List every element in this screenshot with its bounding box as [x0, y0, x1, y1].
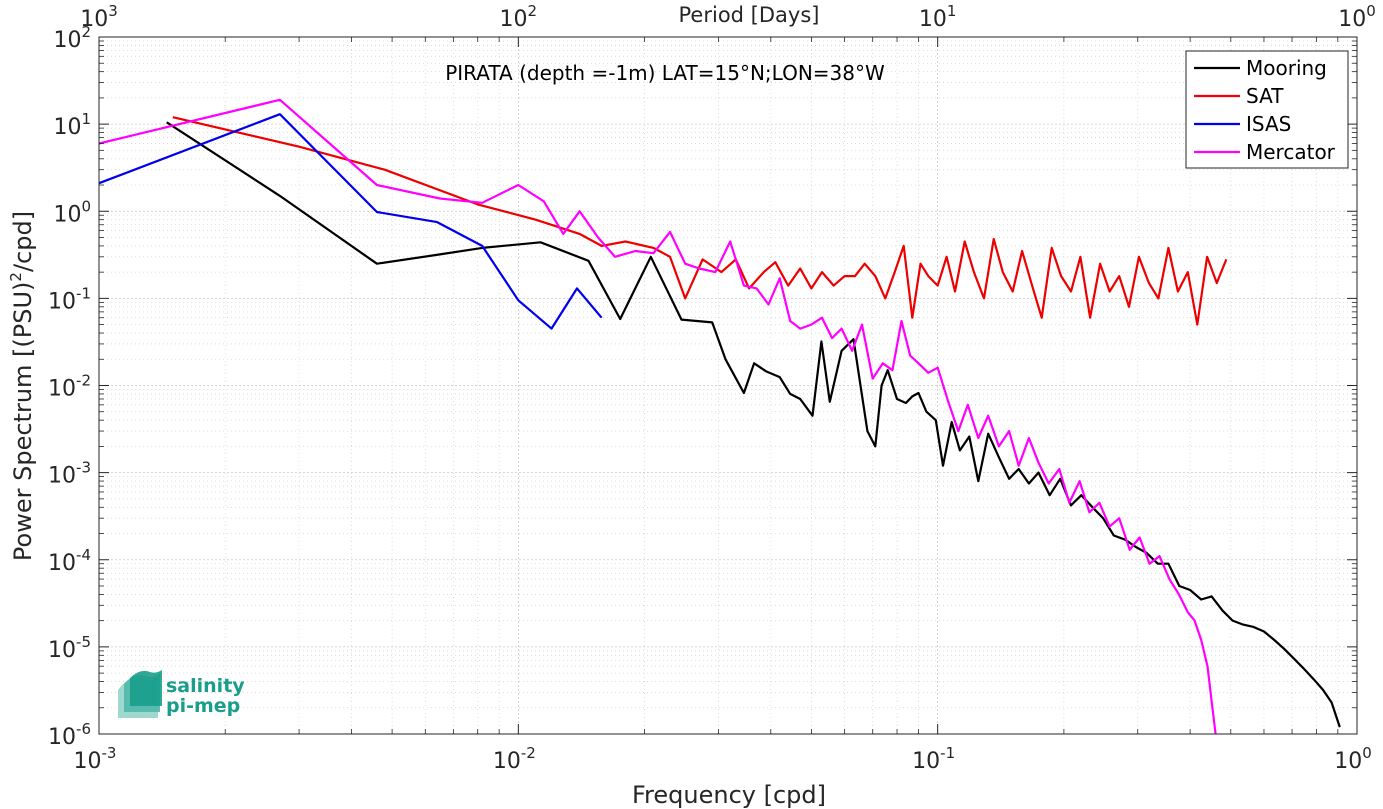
logo-text-line2: pi-mep: [166, 695, 240, 717]
legend-label-mooring: Mooring: [1246, 56, 1327, 80]
x-tick-label: 100: [1334, 744, 1372, 774]
y-axis-label: Power Spectrum [(PSU)2/cpd]: [7, 211, 37, 561]
series-line-mercator: [98, 98, 1217, 735]
y-tick-label: 102: [53, 23, 91, 53]
top-tick-label: 101: [919, 2, 957, 32]
ticks-layer: [98, 36, 1358, 735]
y-tick-label: 10-2: [48, 372, 91, 402]
labels-layer: 10-3 10-2 10-1 100 10-6 10-5 10-4 10-3 10-2 10-1 1…: [48, 2, 1376, 774]
y-tick-label: 10-6: [48, 720, 91, 750]
legend: Mooring SAT ISAS Mercator: [1185, 50, 1349, 169]
salinity-pi-mep-logo: salinity pi-mep: [118, 670, 245, 718]
legend-label-isas: ISAS: [1246, 112, 1291, 136]
series-line-isas: [98, 113, 603, 330]
y-tick-label: 10-3: [48, 459, 91, 489]
legend-label-mercator: Mercator: [1246, 140, 1336, 164]
top-tick-label: 102: [500, 2, 538, 32]
legend-label-sat: SAT: [1246, 84, 1284, 108]
chart-title: PIRATA (depth =-1m) LAT=15°N;LON=38°W: [445, 61, 885, 85]
x-tick-label: 10-1: [912, 744, 955, 774]
series-layer: [98, 98, 1341, 735]
y-axis-label-sup: 2: [7, 272, 25, 282]
top-x-axis-label: Period [Days]: [679, 3, 820, 27]
y-axis-label-tail: /cpd]: [9, 211, 37, 272]
y-axis-label-main: Power Spectrum [(PSU): [9, 282, 37, 561]
top-tick-label: 103: [80, 2, 118, 32]
wave-logo-icon: [118, 670, 162, 718]
legend-box: [1185, 50, 1349, 169]
y-tick-label: 10-1: [48, 284, 91, 314]
x-tick-label: 10-2: [493, 744, 536, 774]
top-tick-label: 100: [1338, 2, 1376, 32]
logo-text-line1: salinity: [166, 675, 245, 697]
y-tick-label: 100: [53, 197, 91, 227]
y-tick-label: 10-5: [48, 633, 91, 663]
x-tick-label: 10-3: [74, 744, 117, 774]
x-axis-label: Frequency [cpd]: [632, 781, 826, 809]
series-line-mooring: [166, 121, 1341, 728]
y-tick-label: 10-4: [48, 546, 91, 576]
y-tick-label: 101: [53, 110, 91, 140]
series-line-sat: [172, 116, 1228, 326]
